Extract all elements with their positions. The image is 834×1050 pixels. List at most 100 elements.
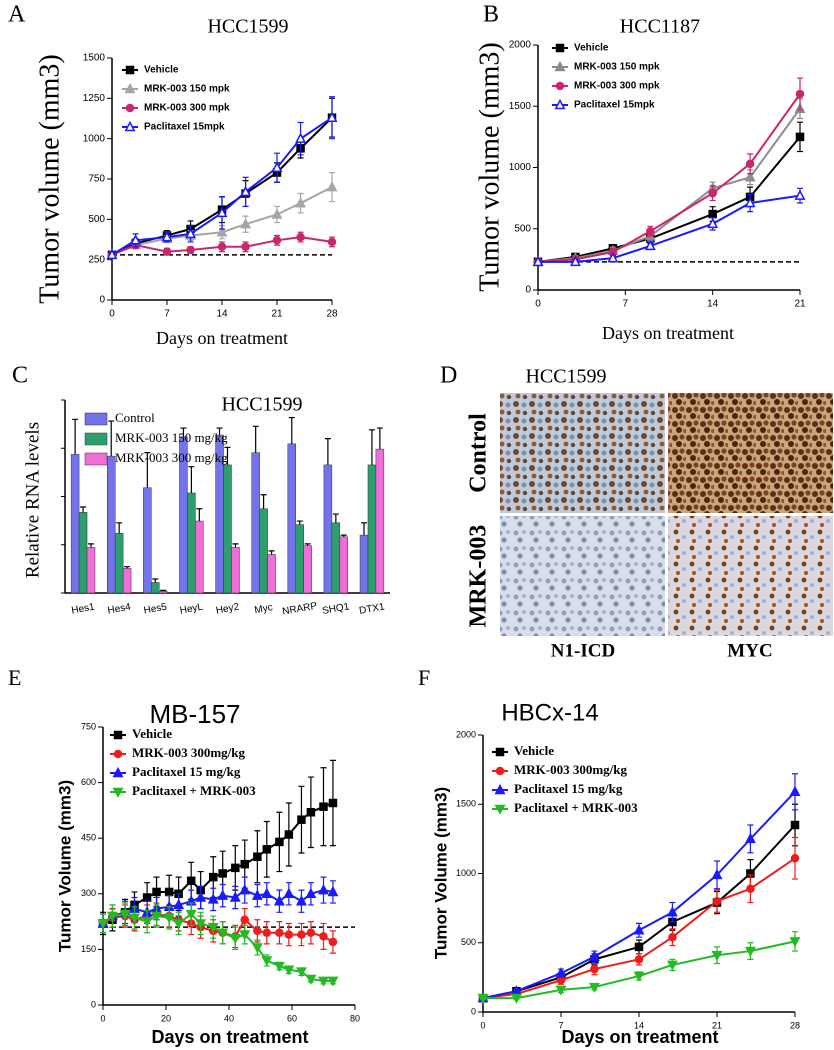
legend-label: MRK-003 300mg/kg — [514, 762, 628, 777]
legend-swatch — [84, 412, 108, 426]
x-tick-label: 7 — [558, 1020, 563, 1030]
marker — [297, 815, 306, 824]
panel-letter: A — [8, 2, 26, 28]
marker — [217, 242, 227, 252]
marker — [477, 993, 489, 1004]
marker — [326, 180, 338, 192]
marker — [261, 956, 273, 967]
y-tick-label: 2000 — [509, 40, 532, 51]
bar — [143, 487, 152, 594]
bar — [251, 452, 260, 594]
marker — [119, 909, 131, 920]
marker — [106, 911, 118, 922]
legend-label: MRK-003 300 mg/kg — [115, 450, 228, 465]
y-tick-label: 1500 — [456, 799, 476, 809]
marker — [173, 898, 185, 910]
marker — [130, 234, 142, 245]
marker — [152, 887, 161, 897]
x-tick-label: 7 — [623, 299, 629, 310]
x-tick-label: 0 — [480, 1020, 485, 1030]
panel-title: HCC1599 — [525, 366, 606, 388]
marker — [745, 159, 755, 169]
marker — [794, 189, 806, 200]
marker — [240, 185, 252, 197]
error-bar — [160, 589, 167, 592]
bar — [339, 536, 348, 594]
bar — [287, 443, 296, 594]
error-bar — [304, 543, 311, 546]
legend-marker — [124, 120, 136, 132]
error-bar — [144, 452, 151, 488]
marker — [708, 188, 717, 198]
marker — [708, 209, 717, 219]
series-line — [482, 791, 796, 1000]
error-bar — [196, 508, 203, 522]
marker — [275, 928, 284, 937]
chart-title: MB-157 — [149, 699, 240, 729]
marker — [239, 883, 251, 895]
error-bar — [296, 520, 303, 525]
legend-marker — [555, 81, 565, 91]
bar — [107, 455, 116, 594]
marker — [251, 943, 263, 954]
legend-marker — [494, 804, 506, 815]
marker — [295, 197, 307, 208]
marker — [261, 887, 273, 899]
marker — [239, 930, 251, 941]
marker — [240, 915, 249, 924]
error-bar — [188, 466, 195, 493]
y-tick-label: 250 — [88, 254, 105, 265]
marker — [319, 802, 328, 811]
error-bar — [180, 427, 187, 437]
marker — [253, 926, 262, 936]
marker — [668, 932, 677, 942]
bar — [267, 554, 276, 594]
error-bar — [232, 543, 239, 548]
bar — [367, 464, 377, 594]
marker — [283, 887, 295, 899]
bar — [231, 547, 240, 594]
marker — [296, 232, 305, 242]
x-tick-label: NRARP — [282, 601, 319, 618]
marker — [141, 917, 153, 928]
x-tick-label: 40 — [224, 1013, 234, 1023]
marker — [532, 255, 544, 267]
marker — [326, 111, 338, 122]
marker — [273, 961, 285, 972]
marker — [253, 852, 262, 861]
marker — [790, 854, 800, 863]
bar — [259, 508, 268, 594]
y-tick-label: 500 — [514, 223, 531, 234]
y-tick-label: 450 — [81, 833, 96, 843]
error-bar — [361, 522, 367, 536]
marker — [744, 196, 756, 208]
marker — [746, 884, 755, 893]
marker — [305, 887, 317, 899]
x-tick-label: 28 — [790, 1020, 800, 1030]
series-line — [102, 913, 334, 943]
marker — [744, 946, 756, 957]
marker — [295, 132, 307, 143]
y-tick-label: 0 — [91, 999, 96, 1009]
bar — [359, 534, 369, 594]
marker — [273, 895, 285, 906]
bar — [303, 545, 312, 594]
marker — [229, 891, 241, 902]
marker — [327, 237, 337, 247]
marker — [712, 896, 722, 906]
legend-label: Paclitaxel + MRK-003 — [132, 783, 256, 798]
bar — [223, 464, 232, 594]
x-tick-label: 14 — [634, 1020, 644, 1030]
y-tick-label: 1500 — [509, 101, 532, 112]
y-axis-label: Relative RNA levels — [22, 422, 43, 578]
x-tick-label: 20 — [161, 1013, 171, 1023]
x-tick-label: 0 — [535, 299, 541, 310]
marker — [217, 928, 229, 939]
x-tick-label: Hes4 — [107, 602, 132, 617]
error-bar — [80, 506, 87, 513]
micrograph — [668, 393, 833, 513]
error-bar — [224, 446, 231, 465]
row-label: MRK-003 — [466, 525, 492, 628]
marker — [275, 837, 284, 847]
marker — [240, 859, 249, 869]
